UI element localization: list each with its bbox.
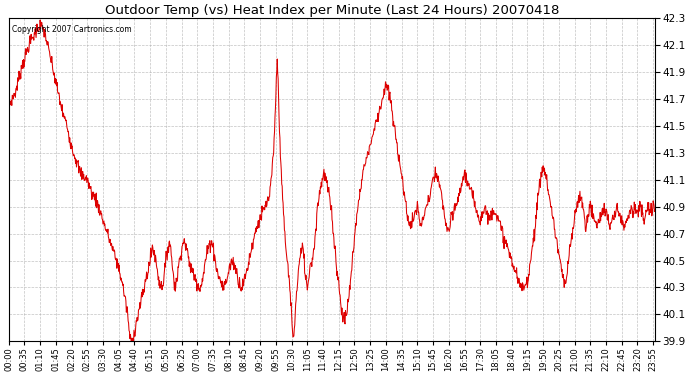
Text: Copyright 2007 Cartronics.com: Copyright 2007 Cartronics.com (12, 25, 132, 34)
Title: Outdoor Temp (vs) Heat Index per Minute (Last 24 Hours) 20070418: Outdoor Temp (vs) Heat Index per Minute … (105, 4, 559, 17)
